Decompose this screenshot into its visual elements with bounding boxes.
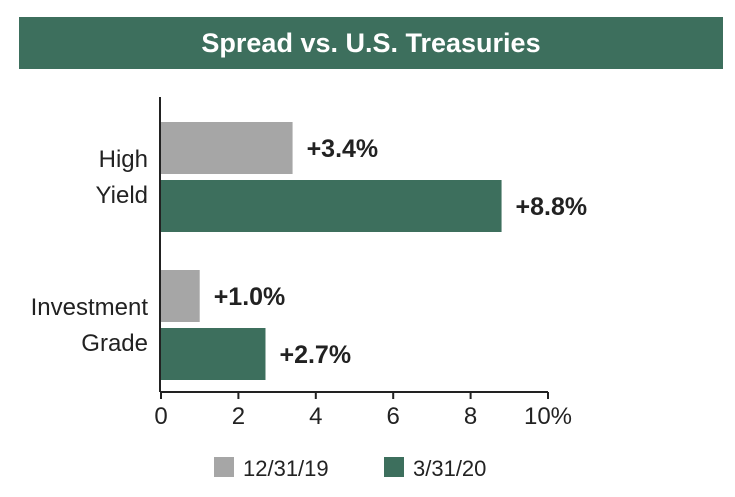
x-tick-label: 8 — [464, 403, 477, 430]
data-label: +3.4% — [307, 135, 379, 163]
category-label: Yield — [96, 182, 148, 209]
bar-high-yield-3-31-20 — [161, 180, 502, 232]
data-label: +8.8% — [516, 193, 588, 221]
category-label: Grade — [81, 330, 148, 357]
legend-swatch — [214, 457, 234, 477]
bar-investment-grade-3-31-20 — [161, 328, 266, 380]
x-tick-label: 4 — [309, 403, 322, 430]
x-tick-label: 2 — [232, 403, 245, 430]
chart-title: Spread vs. U.S. Treasuries — [201, 28, 540, 58]
x-tick-label: 6 — [387, 403, 400, 430]
x-tick-label: 10% — [524, 403, 572, 430]
bar-investment-grade-12-31-19 — [161, 270, 200, 322]
legend-label: 3/31/20 — [413, 456, 486, 481]
bars-layer — [161, 122, 502, 380]
labels-layer: +3.4% +8.8% High Yield +1.0% +2.7% Investment G… — [31, 135, 588, 369]
legend-label: 12/31/19 — [243, 456, 329, 481]
legend-swatch — [384, 457, 404, 477]
category-label: High — [99, 146, 148, 173]
bar-high-yield-12-31-19 — [161, 122, 293, 174]
x-ticks: 0 2 4 6 8 10% — [154, 392, 572, 430]
data-label: +2.7% — [279, 341, 351, 369]
title-bar — [19, 17, 723, 69]
category-label: Investment — [31, 294, 149, 321]
data-label: +1.0% — [214, 283, 286, 311]
legend: 12/31/19 3/31/20 — [214, 456, 486, 481]
x-tick-label: 0 — [154, 403, 167, 430]
